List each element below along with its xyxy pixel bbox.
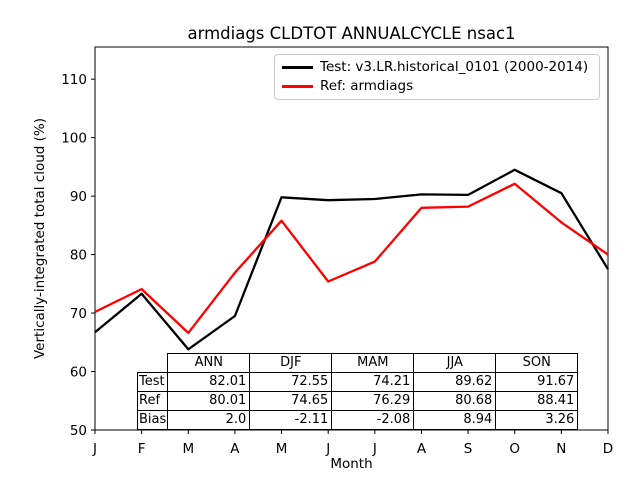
table-cell: 2.0 — [167, 410, 251, 430]
table-row-bias: Bias 2.0 -2.11 -2.08 8.94 3.26 — [136, 410, 579, 430]
y-tick-label: 60 — [70, 364, 87, 380]
x-tick-label: A — [417, 441, 427, 457]
x-tick-label: A — [230, 441, 240, 457]
legend: Test: v3.LR.historical_0101 (2000-2014) … — [274, 54, 600, 100]
table-cell: -2.11 — [249, 410, 333, 430]
y-tick-label: 70 — [70, 306, 87, 322]
table-cell: -2.08 — [331, 410, 415, 430]
table-cell: 80.68 — [413, 391, 497, 411]
col-label: DJF — [249, 353, 333, 373]
table-cell: 72.55 — [249, 372, 333, 392]
table-cell: 80.01 — [167, 391, 251, 411]
ref-series-line — [94, 182, 609, 335]
x-tick-label: N — [556, 441, 566, 457]
table-row-ref: Ref 80.01 74.65 76.29 80.68 88.41 — [136, 391, 579, 411]
y-tick-label: 50 — [70, 423, 87, 439]
y-tick-label: 110 — [61, 72, 87, 88]
table-cell: 91.67 — [495, 372, 579, 392]
x-tick-label: M — [276, 441, 288, 457]
table-cell: 8.94 — [413, 410, 497, 430]
row-label: Test — [136, 372, 169, 392]
table-cell: 3.26 — [495, 410, 579, 430]
legend-entry-ref: Ref: armdiags — [282, 77, 592, 94]
x-tick-label: D — [603, 441, 613, 457]
col-label: MAM — [331, 353, 415, 373]
legend-entry-test: Test: v3.LR.historical_0101 (2000-2014) — [282, 59, 592, 75]
y-axis-label: Vertically-integrated total cloud (%) — [32, 118, 48, 359]
col-label: ANN — [167, 353, 251, 373]
table-corner-cell — [138, 354, 168, 373]
x-tick-label: J — [372, 441, 377, 457]
chart-title: armdiags CLDTOT ANNUALCYCLE nsac1 — [187, 24, 516, 43]
table-cell: 82.01 — [167, 372, 251, 392]
table-cell: 74.65 — [249, 391, 333, 411]
table-row-test: Test 82.01 72.55 74.21 89.62 91.67 — [136, 372, 579, 392]
test-series-line — [94, 168, 609, 351]
table-cell: 89.62 — [413, 372, 497, 392]
col-label: JJA — [413, 353, 497, 373]
x-axis-label: Month — [330, 456, 372, 472]
table-header-row: ANN DJF MAM JJA SON — [138, 353, 579, 373]
x-tick-label: F — [138, 441, 146, 457]
legend-label-ref: Ref: armdiags — [320, 77, 414, 94]
table-cell: 74.21 — [331, 372, 415, 392]
x-tick-label: J — [325, 441, 330, 457]
ref-line-swatch — [282, 84, 313, 88]
y-tick-label: 90 — [70, 189, 87, 205]
x-tick-label: O — [509, 441, 520, 457]
table-cell: 76.29 — [331, 391, 415, 411]
x-tick-label: M — [182, 441, 194, 457]
col-label: SON — [495, 353, 579, 373]
test-line-swatch — [282, 66, 313, 70]
x-tick-label: S — [464, 441, 473, 457]
plot-frame — [94, 46, 609, 431]
y-tick-label: 100 — [61, 130, 87, 146]
y-tick-label: 80 — [70, 247, 87, 263]
stats-table: ANN DJF MAM JJA SON Test 82.01 72.55 74.… — [136, 353, 579, 430]
legend-label-test: Test: v3.LR.historical_0101 (2000-2014) — [320, 59, 589, 75]
row-label: Ref — [136, 391, 169, 411]
x-tick-label: J — [92, 441, 97, 457]
row-label: Bias — [136, 410, 169, 430]
table-cell: 88.41 — [495, 391, 579, 411]
